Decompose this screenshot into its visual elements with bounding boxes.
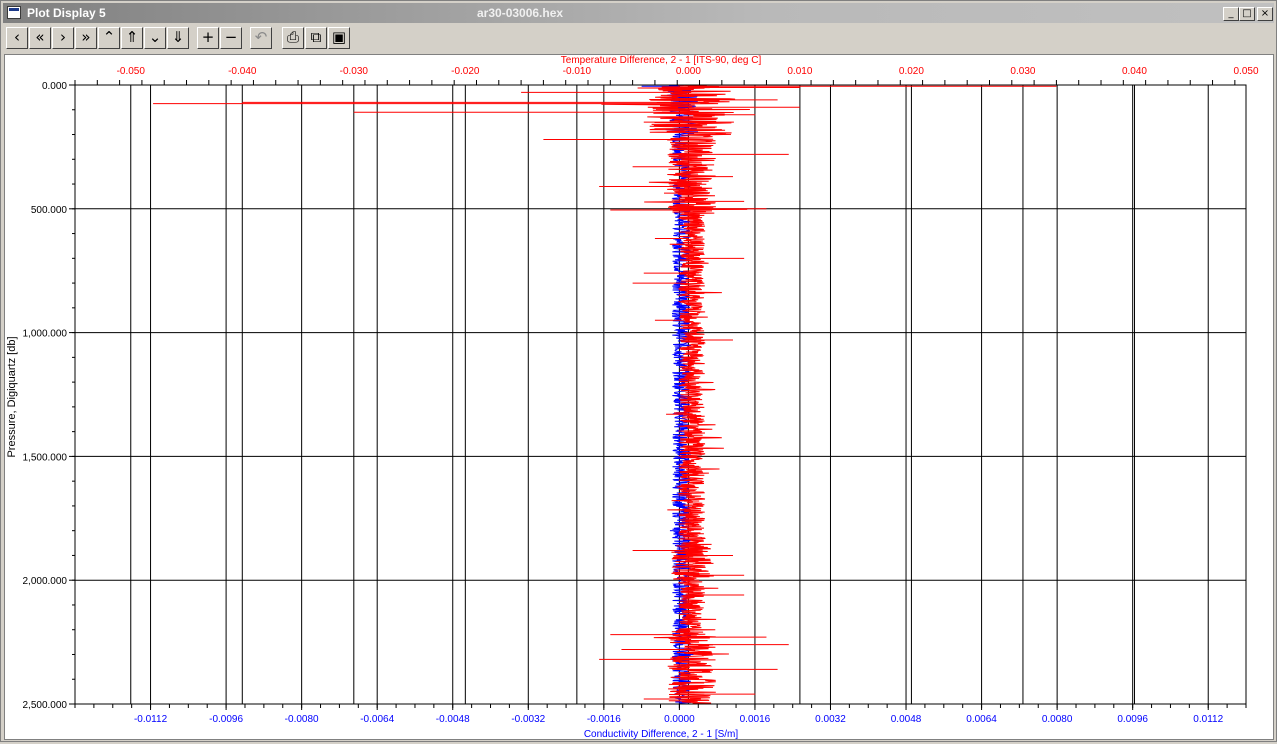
down-icon[interactable]: ⌄ [144, 27, 166, 49]
title-bar[interactable]: Plot Display 5 ar30-03006.hex _ □ × [3, 3, 1274, 23]
left-tick-label: 2,500.000 [23, 700, 68, 711]
window-title: Plot Display 5 [27, 6, 106, 20]
bottom-tick-label: -0.0080 [285, 714, 319, 725]
bottom-tick-label: 0.0096 [1117, 714, 1148, 725]
bottom-tick-label: 0.0080 [1042, 714, 1073, 725]
app-icon[interactable] [7, 6, 21, 19]
left-tick-label: 1,500.000 [23, 452, 68, 463]
bottom-tick-label: -0.0032 [511, 714, 545, 725]
toolbar: ‹ « › » ⌃ ⇑ ⌄ ⇓ + − ↶ ⎙ ⧉ ▣ [3, 25, 1274, 53]
bottom-tick-label: 0.0064 [966, 714, 997, 725]
bottom-tick-label: 0.0048 [891, 714, 922, 725]
bottom-tick-label: -0.0064 [360, 714, 394, 725]
bottom-tick-label: 0.0016 [740, 714, 771, 725]
top-tick-label: -0.020 [451, 66, 480, 77]
top-tick-label: 0.030 [1010, 66, 1035, 77]
maximize-button[interactable]: □ [1239, 7, 1255, 21]
top-tick-label: 0.050 [1233, 66, 1258, 77]
left-tick-label: 0.000 [42, 81, 67, 92]
previous-icon[interactable]: ‹ [6, 27, 28, 49]
bottom-tick-label: 0.0000 [664, 714, 695, 725]
top-tick-label: -0.030 [340, 66, 369, 77]
last-icon[interactable]: » [75, 27, 97, 49]
zoom-in-icon[interactable]: + [197, 27, 219, 49]
bottom-tick-label: -0.0096 [209, 714, 243, 725]
bottom-icon[interactable]: ⇓ [167, 27, 189, 49]
bottom-tick-label: -0.0112 [134, 714, 168, 725]
close-button[interactable]: × [1257, 7, 1273, 21]
next-icon[interactable]: › [52, 27, 74, 49]
left-tick-label: 2,000.000 [23, 576, 68, 587]
bottom-tick-label: -0.0048 [436, 714, 470, 725]
bottom-tick-label: 0.0032 [815, 714, 846, 725]
plot-area: -0.050 -0.040 -0.030 -0.020 -0.010 0.000 0.010… [4, 54, 1274, 740]
top-icon[interactable]: ⇑ [121, 27, 143, 49]
plot-frame [74, 84, 1247, 705]
temperature-difference-trace [601, 84, 750, 705]
left-tick-label: 1,000.000 [23, 329, 68, 340]
top-tick-label: 0.000 [676, 66, 701, 77]
top-tick-label: -0.050 [117, 66, 146, 77]
top-tick-label: 0.010 [787, 66, 812, 77]
left-tick-label: 500.000 [31, 205, 68, 216]
first-icon[interactable]: « [29, 27, 51, 49]
top-tick-label: 0.020 [899, 66, 924, 77]
zoom-out-icon[interactable]: − [220, 27, 242, 49]
top-tick-label: -0.040 [228, 66, 257, 77]
print-icon[interactable]: ⎙ [282, 27, 304, 49]
bottom-axis-title: Conductivity Difference, 2 - 1 [S/m] [584, 729, 739, 739]
top-tick-label: 0.040 [1122, 66, 1147, 77]
document-name: ar30-03006.hex [477, 6, 564, 20]
undo-icon[interactable]: ↶ [250, 27, 272, 49]
copy-icon[interactable]: ⧉ [305, 27, 327, 49]
left-axis-title: Pressure, Digiquartz [db] [6, 336, 18, 457]
bottom-tick-label: -0.0016 [587, 714, 621, 725]
top-tick-label: -0.010 [563, 66, 592, 77]
minimize-button[interactable]: _ [1223, 7, 1239, 21]
profile-chart[interactable]: -0.050 -0.040 -0.030 -0.020 -0.010 0.000 0.010… [5, 55, 1273, 740]
bottom-tick-label: 0.0112 [1193, 714, 1223, 725]
save-icon[interactable]: ▣ [328, 27, 350, 49]
top-axis-title: Temperature Difference, 2 - 1 [ITS-90, d… [561, 55, 762, 66]
up-icon[interactable]: ⌃ [98, 27, 120, 49]
